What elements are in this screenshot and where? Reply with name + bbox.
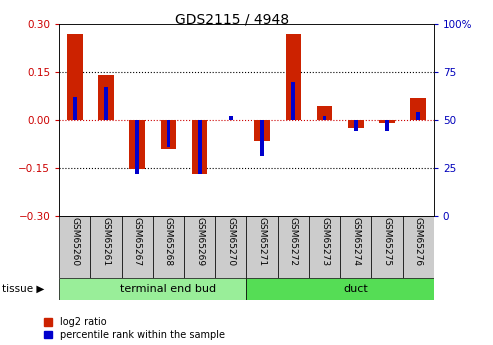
Text: GSM65267: GSM65267 [133, 217, 141, 267]
Bar [184, 216, 215, 278]
Text: GSM65260: GSM65260 [70, 217, 79, 267]
Bar [59, 278, 246, 300]
Bar [354, 120, 357, 131]
Bar [122, 216, 153, 278]
Bar [161, 120, 176, 149]
Bar [385, 120, 389, 131]
Bar [323, 116, 326, 120]
Bar [192, 120, 208, 174]
Bar [291, 81, 295, 120]
Bar [104, 87, 108, 120]
Text: tissue ▶: tissue ▶ [2, 284, 45, 294]
Legend: log2 ratio, percentile rank within the sample: log2 ratio, percentile rank within the s… [44, 317, 225, 340]
Bar [90, 216, 122, 278]
Text: GSM65274: GSM65274 [352, 217, 360, 266]
Text: duct: duct [344, 284, 368, 294]
Text: GSM65275: GSM65275 [383, 217, 391, 267]
Bar [246, 278, 434, 300]
Bar [136, 120, 139, 174]
Bar [67, 34, 83, 120]
Bar [417, 112, 420, 120]
Text: GSM65269: GSM65269 [195, 217, 204, 267]
Bar [73, 97, 76, 120]
Bar [129, 120, 145, 169]
Text: GSM65272: GSM65272 [289, 217, 298, 266]
Bar [317, 106, 332, 120]
Bar [371, 216, 403, 278]
Bar [59, 216, 90, 278]
Bar [246, 216, 278, 278]
Bar [379, 120, 395, 123]
Text: terminal end bud: terminal end bud [120, 284, 216, 294]
Text: GDS2115 / 4948: GDS2115 / 4948 [175, 12, 289, 26]
Bar [403, 216, 434, 278]
Bar [309, 216, 340, 278]
Bar [260, 120, 264, 156]
Text: GSM65268: GSM65268 [164, 217, 173, 267]
Bar [215, 216, 246, 278]
Bar [98, 75, 114, 120]
Bar [229, 116, 233, 120]
Text: GSM65261: GSM65261 [102, 217, 110, 267]
Bar [153, 216, 184, 278]
Bar [278, 216, 309, 278]
Text: GSM65276: GSM65276 [414, 217, 423, 267]
Bar [254, 120, 270, 141]
Bar [285, 34, 301, 120]
Text: GSM65273: GSM65273 [320, 217, 329, 267]
Bar [410, 98, 426, 120]
Text: GSM65271: GSM65271 [258, 217, 267, 267]
Bar [167, 120, 170, 147]
Bar [198, 120, 202, 174]
Bar [348, 120, 363, 128]
Text: GSM65270: GSM65270 [226, 217, 235, 267]
Bar [340, 216, 371, 278]
